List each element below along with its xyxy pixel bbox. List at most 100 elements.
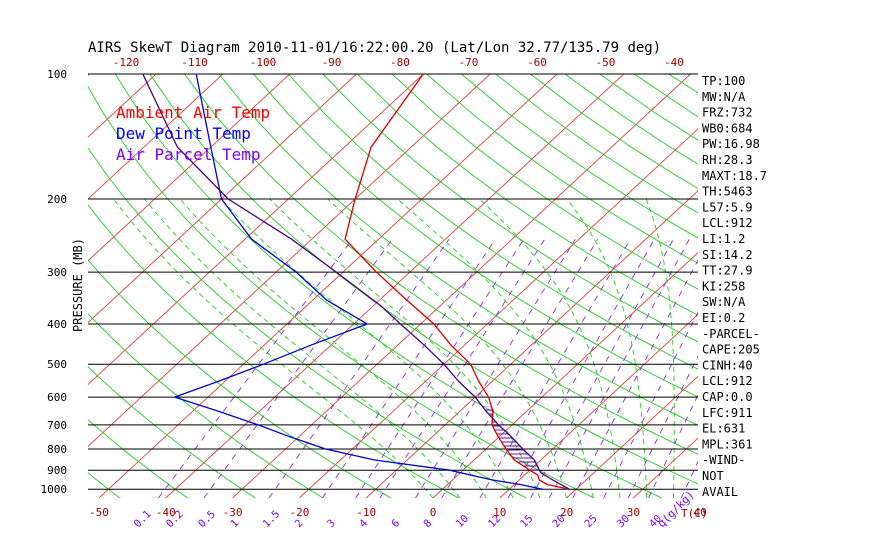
mixing-ratio-line [268, 238, 450, 498]
moist-adiabat-line [220, 198, 514, 498]
dry-adiabat-line [668, 74, 698, 94]
mixing-ratio-label: 15 [518, 513, 535, 530]
mixing-ratio-label: 3 [325, 517, 338, 530]
dry-adiabat-line [253, 74, 698, 398]
dry-adiabat-line [0, 74, 52, 498]
pressure-tick-label: 200 [47, 193, 67, 206]
bottom-temp-tick-label: -20 [289, 506, 309, 519]
mixing-ratio-line [322, 238, 496, 498]
mixing-ratio-line [548, 239, 690, 498]
isotherm-line [88, 74, 424, 386]
mixing-ratio-line [441, 238, 599, 498]
isotherm-line [432, 252, 698, 498]
dry-adiabat-line [88, 313, 324, 498]
moist-adiabat-line [144, 198, 461, 498]
x-axis-unit-label: T(C) [681, 507, 708, 520]
dry-adiabat-line [88, 419, 188, 498]
index-label: CINH:40 [702, 358, 753, 372]
ambient-air-temp-line [344, 74, 570, 490]
top-temp-tick-label: -80 [390, 56, 410, 69]
mixing-ratio-label: 10 [454, 513, 471, 530]
moist-adiabat-line [113, 198, 434, 498]
top-temp-tick-label: -60 [527, 56, 547, 69]
dry-adiabat-line [426, 74, 698, 264]
index-label: KI:258 [702, 279, 745, 293]
isotherm-line [98, 74, 558, 498]
isotherm-line [165, 74, 625, 498]
index-label: TP:100 [702, 74, 745, 88]
mixing-ratio-line [355, 238, 525, 498]
dry-adiabat-line [88, 472, 121, 498]
index-label: -PARCEL- [702, 327, 760, 341]
bottom-temp-tick-label: 40 [694, 506, 707, 519]
moist-adiabat-line [645, 198, 675, 498]
index-label: AVAIL [702, 485, 738, 499]
mixing-ratio-label: 1.5 [260, 508, 282, 530]
index-label: L57:5.9 [702, 200, 753, 214]
mixing-ratio-label: 25 [582, 513, 599, 530]
moist-adiabat-line [179, 198, 487, 498]
isotherm-line [88, 74, 357, 324]
index-label: EL:631 [702, 422, 745, 436]
dew-point-temp-line [172, 74, 543, 490]
dry-adiabat-line [530, 74, 698, 189]
dry-adiabat-line [322, 74, 698, 343]
index-label: MPL:361 [702, 437, 753, 451]
top-temp-tick-label: -90 [322, 56, 342, 69]
mixing-ratio-line [530, 239, 674, 498]
index-label: LCL:912 [702, 374, 753, 388]
legend-air-parcel-temp: Air Parcel Temp [116, 145, 261, 164]
dry-adiabat-line [460, 74, 698, 239]
isotherm-line [566, 375, 698, 498]
mixing-ratio-label: 6 [389, 517, 402, 530]
isotherm-line [0, 74, 23, 498]
moist-adiabat-line [566, 198, 648, 498]
cape-area [482, 406, 541, 473]
dry-adiabat-line [88, 259, 392, 498]
dry-adiabat-line [287, 74, 698, 370]
legend-ambient-air-temp: Ambient Air Temp [116, 103, 270, 122]
dry-adiabat-line [357, 74, 698, 316]
bottom-temp-tick-label: -40 [156, 506, 176, 519]
index-label: NOT [702, 469, 724, 483]
index-label: SI:14.2 [702, 248, 753, 262]
index-label: RH:28.3 [702, 153, 753, 167]
mixing-ratio-line [479, 238, 631, 498]
bottom-temp-tick-label: 20 [560, 506, 573, 519]
mixing-ratio-line [507, 239, 655, 498]
mixing-ratio-label: 1 [228, 517, 241, 530]
top-temp-tick-label: -120 [113, 56, 140, 69]
pressure-tick-label: 900 [47, 464, 67, 477]
bottom-temp-tick-label: 0 [430, 506, 437, 519]
mixing-ratio-line [603, 311, 698, 498]
moist-adiabat-line [327, 198, 568, 498]
top-temp-tick-label: -50 [596, 56, 616, 69]
dry-adiabat-line [773, 74, 870, 498]
isotherm-line [88, 74, 291, 262]
moist-adiabat-line [269, 198, 541, 498]
dry-adiabat-line [114, 74, 662, 498]
y-axis-title: PRESSURE (MB) [71, 238, 85, 332]
pressure-tick-label: 300 [47, 266, 67, 279]
mixing-ratio-line [203, 238, 393, 498]
dry-adiabat-line [391, 74, 698, 290]
mixing-ratio-line [158, 238, 353, 498]
index-label: PW:16.98 [702, 137, 760, 151]
mixing-ratio-label: 4 [357, 517, 370, 530]
dry-adiabat-line [218, 74, 698, 426]
index-label: MW:N/A [702, 90, 746, 104]
air-parcel-temp-line [142, 74, 570, 490]
pressure-tick-label: 100 [47, 68, 67, 81]
bottom-temp-tick-label: -30 [223, 506, 243, 519]
index-label: LCL:912 [702, 216, 753, 230]
index-label: TT:27.9 [702, 264, 753, 278]
top-temp-tick-label: -100 [250, 56, 277, 69]
mixing-ratio-label: 2 [293, 517, 306, 530]
isotherm-line [299, 128, 698, 498]
index-label: FRZ:732 [702, 106, 753, 120]
mixing-ratio-line [627, 355, 698, 498]
dry-adiabat-line [88, 366, 256, 498]
top-temp-tick-label: -70 [459, 56, 479, 69]
